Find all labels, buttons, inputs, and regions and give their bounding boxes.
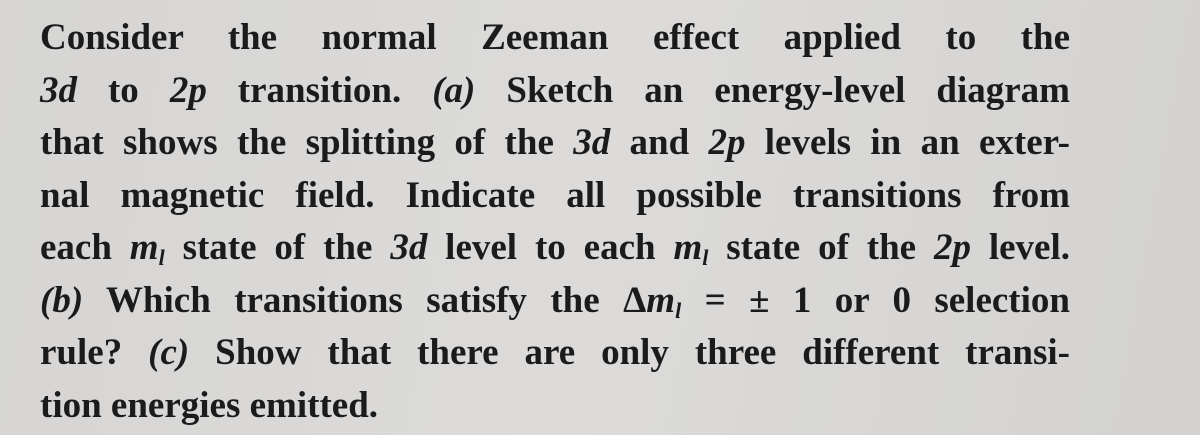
text-run: l xyxy=(158,245,165,270)
text-run: transition. xyxy=(206,69,433,111)
text-line: Consider the normal Zeeman effect applie… xyxy=(40,12,1070,65)
text-run: m xyxy=(673,227,703,268)
text-run: l xyxy=(675,297,682,323)
text-run: level to each xyxy=(427,227,674,268)
text-run: 3d xyxy=(573,122,611,163)
text-run: 2p xyxy=(933,227,971,268)
text-line: 3d to 2p transition. (a) Sketch an energ… xyxy=(40,65,1070,118)
text-line: rule? (c) Show that there are only three… xyxy=(40,327,1070,380)
text-run: rule? xyxy=(40,332,149,373)
text-run: Consider the normal Zeeman effect applie… xyxy=(40,17,1070,58)
text-run: that shows the splitting of the xyxy=(40,122,574,163)
text-line: nal magnetic field. Indicate all possibl… xyxy=(40,170,1070,223)
text-line: (b) Which transitions satisfy the Δml = … xyxy=(40,275,1070,328)
text-run: Show that there are only three different… xyxy=(189,332,1070,373)
text-run: each xyxy=(40,227,130,268)
text-line: tion energies emitted. xyxy=(40,380,1070,433)
text-run: state of the xyxy=(708,227,934,268)
text-run: nal magnetic field. Indicate all possibl… xyxy=(40,174,1070,216)
text-run: (a) xyxy=(432,69,476,111)
text-line: each ml state of the 3d level to each ml… xyxy=(40,222,1070,275)
text-run: to xyxy=(77,69,170,111)
text-run: and xyxy=(610,122,709,163)
problem-text: Consider the normal Zeeman effect applie… xyxy=(40,12,1070,432)
text-run: l xyxy=(702,245,709,270)
text-run: (c) xyxy=(148,332,190,373)
text-run: = ± 1 or 0 selection xyxy=(681,279,1070,321)
text-run: 3d xyxy=(40,69,77,111)
text-run: level. xyxy=(970,227,1070,268)
text-run: state of the xyxy=(164,227,391,268)
text-run: Sketch an energy-level diagram xyxy=(475,69,1070,111)
text-run: 2p xyxy=(708,122,746,163)
text-line: that shows the splitting of the 3d and 2… xyxy=(40,117,1070,170)
text-run: m xyxy=(646,279,676,321)
text-run: tion energies emitted. xyxy=(40,384,379,426)
text-run: (b) xyxy=(40,279,84,321)
text-run: Which transitions satisfy the Δ xyxy=(83,279,647,321)
text-run: m xyxy=(129,227,159,268)
text-run: levels in an exter- xyxy=(745,122,1070,163)
text-run: 3d xyxy=(390,227,428,268)
text-run: 2p xyxy=(169,69,207,111)
